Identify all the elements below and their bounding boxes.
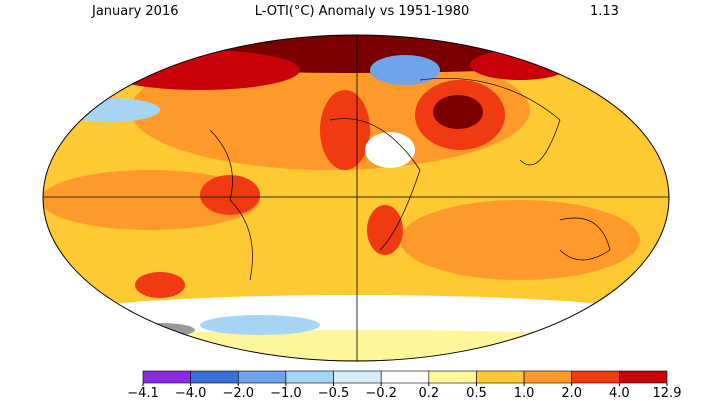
colorbar-tick-label: −2.0 xyxy=(222,386,254,400)
colorbar-tick-label: 2.0 xyxy=(561,386,582,400)
colorbar-box xyxy=(285,370,334,384)
colorbar-box xyxy=(237,370,287,384)
colorbar-tick-label: 12.9 xyxy=(653,386,682,400)
colorbar-tick-label: 1.0 xyxy=(514,386,535,400)
colorbar-tick-label: −0.5 xyxy=(318,386,350,400)
colorbar-box xyxy=(476,370,525,384)
date-label: January 2016 xyxy=(91,4,179,19)
colorbar: −4.1 −4.0 −2.0 −1.0 −0.5 −0.2 0.2 0.5 1.0 2.0 4.0 1… xyxy=(127,370,682,401)
anomaly-map xyxy=(43,35,669,361)
colorbar-tick-label: −0.2 xyxy=(365,386,397,400)
colorbar-box xyxy=(380,370,430,384)
colorbar-tick-label: −1.0 xyxy=(270,386,302,400)
colorbar-tick-label: 4.0 xyxy=(609,386,630,400)
colorbar-tick-label: −4.1 xyxy=(127,386,159,400)
colorbar-box xyxy=(523,370,573,384)
colorbar-box xyxy=(428,370,477,384)
map-title: L-OTI(°C) Anomaly vs 1951-1980 xyxy=(255,4,470,19)
colorbar-tick-label: −4.0 xyxy=(175,386,207,400)
colorbar-box xyxy=(190,370,239,384)
colorbar-box xyxy=(142,370,191,384)
globe-outline xyxy=(42,34,670,362)
colorbar-box xyxy=(619,370,668,384)
colorbar-box xyxy=(571,370,620,384)
global-mean: 1.13 xyxy=(590,4,619,19)
colorbar-tick-label: 0.5 xyxy=(466,386,487,400)
colorbar-box xyxy=(333,370,382,384)
colorbar-tick-label: 0.2 xyxy=(418,386,439,400)
